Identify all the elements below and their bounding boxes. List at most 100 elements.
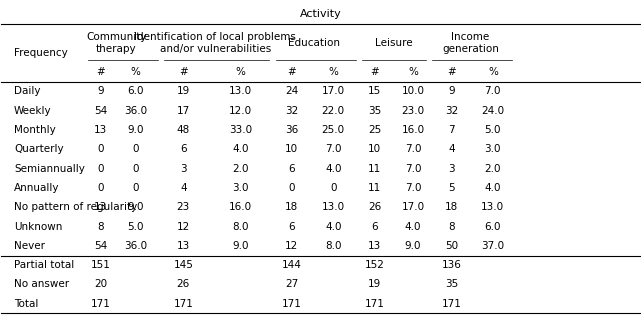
Text: 11: 11 [368,183,381,193]
Text: 9.0: 9.0 [233,241,249,251]
Text: No pattern of regularity: No pattern of regularity [14,202,137,212]
Text: 33.0: 33.0 [229,125,253,135]
Text: 12: 12 [177,222,190,232]
Text: 6.0: 6.0 [485,222,501,232]
Text: Semiannually: Semiannually [14,164,85,174]
Text: %: % [408,67,418,77]
Text: 10: 10 [368,144,381,154]
Text: Income
generation: Income generation [442,32,499,54]
Text: 13.0: 13.0 [481,202,504,212]
Text: 16.0: 16.0 [229,202,253,212]
Text: 0: 0 [330,183,337,193]
Text: #: # [370,67,379,77]
Text: 10.0: 10.0 [401,86,424,96]
Text: Weekly: Weekly [14,106,52,116]
Text: %: % [328,67,338,77]
Text: 6: 6 [371,222,378,232]
Text: 54: 54 [94,106,107,116]
Text: 36.0: 36.0 [124,106,147,116]
Text: 25: 25 [368,125,381,135]
Text: 171: 171 [282,299,302,309]
Text: 7.0: 7.0 [405,164,421,174]
Text: 20: 20 [94,280,107,289]
Text: 171: 171 [173,299,193,309]
Text: 136: 136 [442,260,462,270]
Text: 2.0: 2.0 [485,164,501,174]
Text: 7.0: 7.0 [405,144,421,154]
Text: Unknown: Unknown [14,222,63,232]
Text: 12: 12 [285,241,299,251]
Text: 13: 13 [94,202,107,212]
Text: 23: 23 [177,202,190,212]
Text: 17.0: 17.0 [401,202,424,212]
Text: 24.0: 24.0 [481,106,504,116]
Text: #: # [287,67,296,77]
Text: 4.0: 4.0 [405,222,421,232]
Text: 171: 171 [365,299,385,309]
Text: 4.0: 4.0 [325,164,342,174]
Text: Monthly: Monthly [14,125,56,135]
Text: #: # [96,67,104,77]
Text: %: % [236,67,246,77]
Text: 15: 15 [368,86,381,96]
Text: 145: 145 [173,260,193,270]
Text: 27: 27 [285,280,299,289]
Text: 3: 3 [180,164,187,174]
Text: 36: 36 [285,125,299,135]
Text: 4.0: 4.0 [233,144,249,154]
Text: 0: 0 [97,144,104,154]
Text: 48: 48 [177,125,190,135]
Text: 36.0: 36.0 [124,241,147,251]
Text: Never: Never [14,241,45,251]
Text: Quarterly: Quarterly [14,144,63,154]
Text: 18: 18 [445,202,458,212]
Text: 6: 6 [288,164,295,174]
Text: #: # [179,67,188,77]
Text: Activity: Activity [299,9,342,19]
Text: %: % [131,67,140,77]
Text: 25.0: 25.0 [322,125,345,135]
Text: 18: 18 [285,202,299,212]
Text: 0: 0 [132,144,138,154]
Text: 6: 6 [288,222,295,232]
Text: 7: 7 [448,125,454,135]
Text: 8.0: 8.0 [325,241,342,251]
Text: 9: 9 [97,86,104,96]
Text: No answer: No answer [14,280,69,289]
Text: 11: 11 [368,164,381,174]
Text: 26: 26 [368,202,381,212]
Text: 0: 0 [132,183,138,193]
Text: Frequency: Frequency [14,48,68,58]
Text: 8.0: 8.0 [233,222,249,232]
Text: 6: 6 [180,144,187,154]
Text: %: % [488,67,498,77]
Text: 8: 8 [448,222,454,232]
Text: 24: 24 [285,86,299,96]
Text: 17: 17 [177,106,190,116]
Text: 37.0: 37.0 [481,241,504,251]
Text: 13: 13 [368,241,381,251]
Text: #: # [447,67,456,77]
Text: 5.0: 5.0 [127,222,144,232]
Text: 35: 35 [445,280,458,289]
Text: 22.0: 22.0 [322,106,345,116]
Text: 9: 9 [448,86,454,96]
Text: 3: 3 [448,164,454,174]
Text: 9.0: 9.0 [405,241,421,251]
Text: 13: 13 [94,125,107,135]
Text: 32: 32 [445,106,458,116]
Text: Leisure: Leisure [375,38,413,48]
Text: 17.0: 17.0 [322,86,345,96]
Text: 144: 144 [282,260,302,270]
Text: 4: 4 [448,144,454,154]
Text: 5: 5 [448,183,454,193]
Text: 3.0: 3.0 [485,144,501,154]
Text: 19: 19 [368,280,381,289]
Text: 13.0: 13.0 [229,86,253,96]
Text: Annually: Annually [14,183,60,193]
Text: Community
therapy: Community therapy [86,32,147,54]
Text: 151: 151 [90,260,110,270]
Text: 54: 54 [94,241,107,251]
Text: 3.0: 3.0 [233,183,249,193]
Text: 7.0: 7.0 [405,183,421,193]
